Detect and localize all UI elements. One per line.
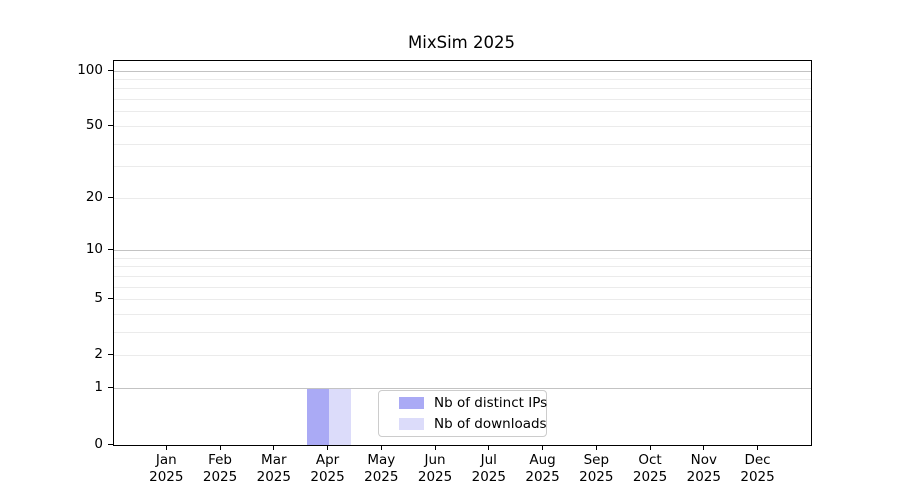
y-minor-gridline (114, 166, 811, 168)
x-tick (165, 445, 167, 450)
x-tick (595, 445, 597, 450)
distinct-ips-swatch-icon (399, 397, 424, 410)
x-tick-label: Sep 2025 (579, 452, 614, 485)
y-minor-gridline (114, 314, 811, 316)
x-tick-label: Apr 2025 (310, 452, 345, 485)
legend: Nb of distinct IPs Nb of downloads (378, 390, 547, 437)
y-minor-gridline (114, 266, 811, 268)
x-tick (703, 445, 705, 450)
bar-nb-of-downloads-apr-2025 (328, 388, 351, 445)
plot-area (113, 60, 812, 446)
x-tick (649, 445, 651, 450)
y-tick (108, 249, 113, 251)
y-minor-gridline (114, 197, 811, 199)
legend-item-distinct-ips: Nb of distinct IPs (379, 395, 548, 412)
y-minor-gridline (114, 355, 811, 357)
y-minor-gridline (114, 299, 811, 301)
y-tick-label: 2 (94, 346, 103, 363)
y-tick (108, 443, 113, 445)
y-minor-gridline (114, 257, 811, 259)
legend-label-distinct-ips: Nb of distinct IPs (434, 395, 548, 412)
y-minor-gridline (114, 88, 811, 90)
legend-item-downloads: Nb of downloads (379, 415, 547, 432)
x-tick (273, 445, 275, 450)
x-tick (380, 445, 382, 450)
y-tick-label: 10 (85, 241, 103, 258)
y-tick-label: 5 (94, 290, 103, 307)
x-tick-label: Jun 2025 (417, 452, 453, 485)
x-tick-label: Oct 2025 (632, 452, 668, 485)
x-tick (219, 445, 221, 450)
y-tick-label: 100 (77, 61, 103, 78)
y-minor-gridline (114, 275, 811, 277)
y-major-gridline (114, 250, 811, 252)
y-minor-gridline (114, 143, 811, 145)
chart-title: MixSim 2025 (408, 33, 515, 52)
y-minor-gridline (114, 125, 811, 127)
y-minor-gridline (114, 332, 811, 334)
y-tick (108, 196, 113, 198)
y-tick (108, 298, 113, 300)
x-tick-label: Jul 2025 (471, 452, 506, 485)
y-tick (108, 69, 113, 71)
x-tick (327, 445, 329, 450)
downloads-swatch-icon (399, 417, 424, 430)
x-tick-label: Jan 2025 (149, 452, 184, 485)
x-tick-label: Aug 2025 (525, 452, 560, 485)
y-major-gridline (114, 388, 811, 390)
y-tick (108, 387, 113, 389)
bar-nb-of-distinct-ips-apr-2025 (306, 388, 329, 445)
x-tick (434, 445, 436, 450)
x-tick (488, 445, 490, 450)
y-tick (108, 354, 113, 356)
y-minor-gridline (114, 286, 811, 288)
y-minor-gridline (114, 78, 811, 80)
legend-label-downloads: Nb of downloads (434, 415, 547, 432)
x-tick-label: Dec 2025 (740, 452, 775, 485)
y-tick-label: 1 (94, 379, 103, 396)
y-minor-gridline (114, 99, 811, 101)
y-tick-label: 20 (85, 188, 103, 205)
y-major-gridline (114, 70, 811, 72)
y-tick (108, 124, 113, 126)
y-tick-label: 0 (94, 435, 103, 452)
x-tick-label: Feb 2025 (202, 452, 238, 485)
y-tick-label: 50 (85, 116, 103, 133)
x-tick-label: Nov 2025 (686, 452, 721, 485)
x-tick (757, 445, 759, 450)
x-tick (542, 445, 544, 450)
x-tick-label: May 2025 (364, 452, 399, 485)
y-minor-gridline (114, 111, 811, 113)
x-tick-label: Mar 2025 (256, 452, 291, 485)
